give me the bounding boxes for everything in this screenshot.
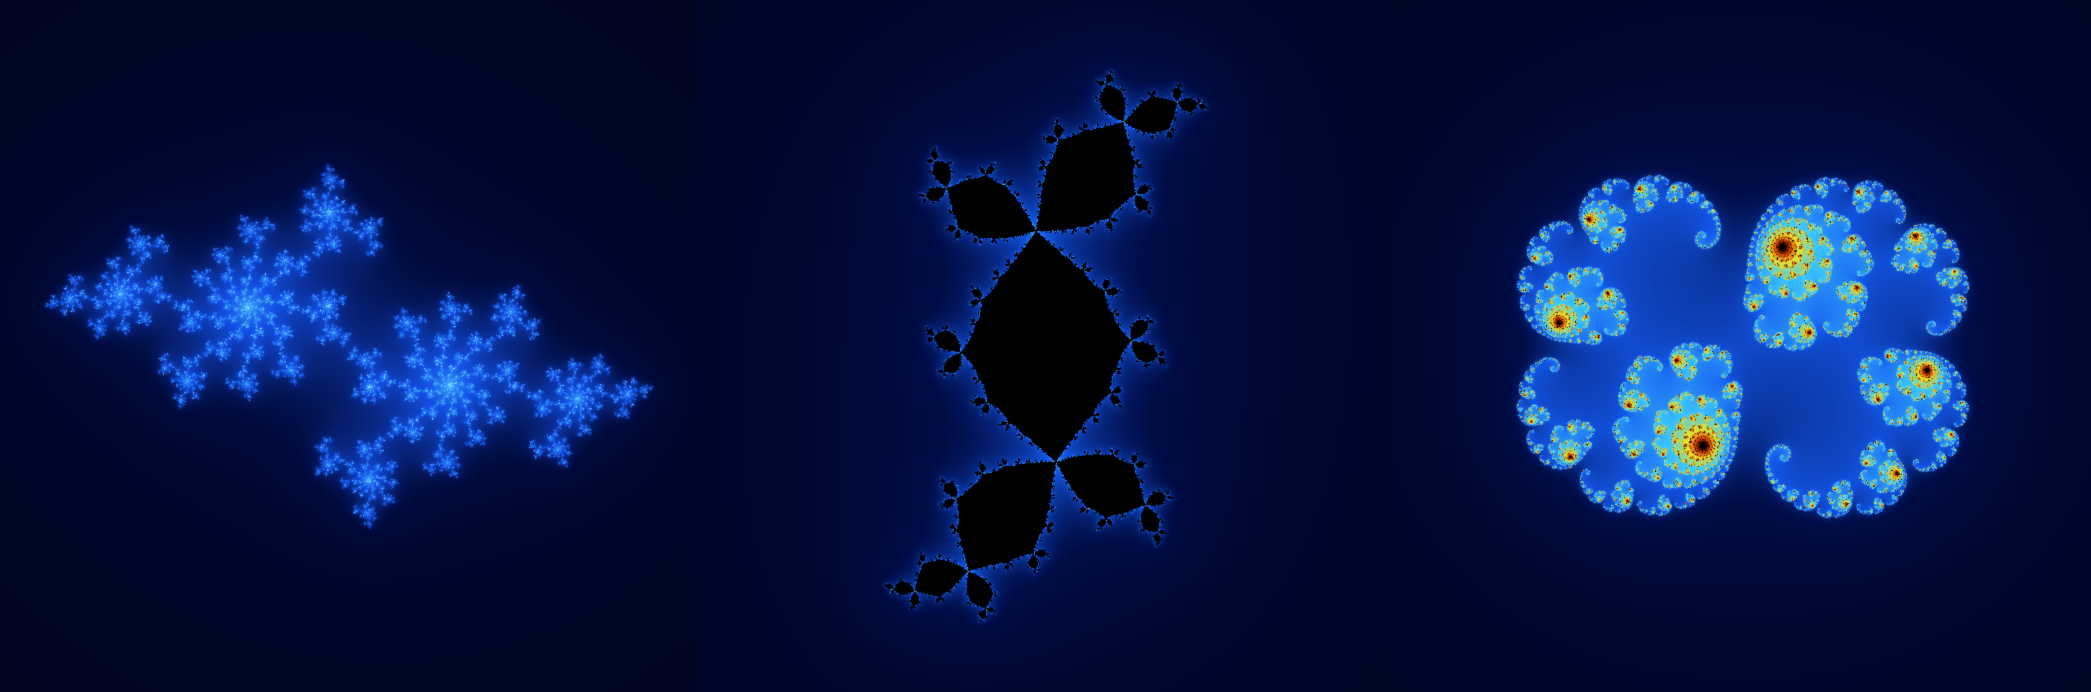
fractal-panel-right <box>1394 0 2091 692</box>
fractal-panel-left <box>0 0 697 692</box>
fractal-panel-middle <box>697 0 1394 692</box>
julia-set-dendrite-spiral-canvas <box>0 0 697 692</box>
julia-set-seahorse-canvas <box>1394 0 2091 692</box>
julia-set-douady-rabbit-canvas <box>697 0 1394 692</box>
